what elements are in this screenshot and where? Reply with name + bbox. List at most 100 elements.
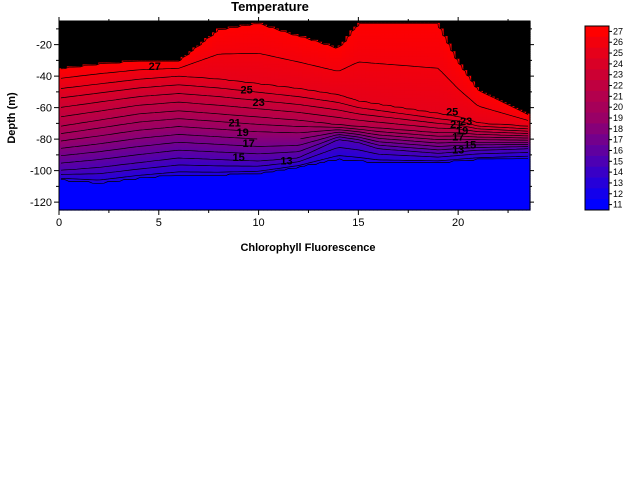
- field-cell: [161, 58, 166, 62]
- field-cell: [439, 72, 445, 75]
- field-cell: [149, 38, 154, 41]
- field-cell: [416, 64, 421, 67]
- field-cell: [478, 64, 484, 67]
- field-cell: [208, 66, 213, 69]
- field-cell: [337, 94, 343, 98]
- field-cell: [506, 55, 511, 58]
- field-cell: [110, 96, 115, 100]
- field-cell: [90, 49, 95, 52]
- field-cell: [298, 92, 303, 96]
- field-cell: [270, 94, 276, 98]
- field-cell: [416, 47, 421, 50]
- field-cell: [74, 75, 80, 79]
- field-cell: [227, 47, 233, 50]
- field-cell: [353, 43, 358, 47]
- field-cell: [90, 24, 95, 28]
- field-cell: [106, 60, 111, 64]
- field-cell: [90, 60, 95, 64]
- field-cell: [259, 51, 264, 54]
- field-cell: [274, 62, 280, 66]
- field-cell: [420, 81, 425, 84]
- field-cell: [78, 77, 84, 81]
- field-cell: [420, 68, 425, 71]
- field-cell: [478, 30, 484, 33]
- field-cell: [192, 89, 197, 92]
- field-cell: [310, 79, 315, 83]
- field-cell: [408, 45, 413, 49]
- field-cell: [290, 45, 296, 49]
- field-cell: [149, 47, 154, 50]
- field-cell: [290, 68, 296, 71]
- field-cell: [365, 77, 370, 81]
- field-cell: [161, 66, 166, 69]
- field-cell: [337, 55, 343, 58]
- field-cell: [62, 90, 68, 94]
- field-cell: [176, 36, 182, 39]
- field-cell: [302, 85, 307, 88]
- field-cell: [349, 72, 354, 75]
- field-cell: [482, 36, 488, 39]
- field-cell: [404, 81, 409, 84]
- field-cell: [231, 49, 237, 52]
- field-cell: [157, 83, 162, 86]
- field-cell: [216, 38, 221, 41]
- field-cell: [196, 92, 201, 96]
- field-cell: [133, 83, 139, 86]
- field-cell: [161, 73, 166, 77]
- field-cell: [318, 26, 323, 30]
- field-cell: [325, 83, 331, 86]
- field-cell: [314, 83, 319, 86]
- field-cell: [302, 62, 307, 66]
- field-cell: [157, 55, 162, 58]
- field-cell: [74, 51, 80, 54]
- field-cell: [302, 21, 307, 24]
- field-cell: [149, 64, 154, 67]
- field-cell: [314, 55, 319, 58]
- field-cell: [164, 55, 170, 58]
- field-cell: [125, 45, 131, 49]
- field-cell: [522, 28, 527, 32]
- field-cell: [463, 45, 468, 49]
- field-cell: [274, 72, 280, 75]
- field-cell: [196, 47, 201, 50]
- field-cell: [302, 81, 307, 84]
- field-cell: [78, 90, 84, 94]
- field-cell: [216, 79, 221, 83]
- field-cell: [310, 60, 315, 64]
- field-cell: [243, 89, 248, 92]
- field-cell: [478, 39, 484, 43]
- field-cell: [369, 73, 374, 77]
- field-cell: [216, 24, 221, 28]
- field-cell: [74, 38, 80, 41]
- field-cell: [506, 28, 511, 32]
- field-cell: [129, 28, 135, 32]
- field-cell: [145, 73, 150, 77]
- field-cell: [345, 43, 351, 47]
- field-cell: [102, 58, 107, 62]
- field-cell: [408, 96, 413, 100]
- field-cell: [459, 72, 464, 75]
- field-cell: [321, 81, 327, 84]
- field-cell: [435, 36, 441, 39]
- field-cell: [384, 72, 390, 75]
- field-cell: [463, 62, 468, 66]
- field-cell: [239, 28, 245, 32]
- field-cell: [526, 79, 531, 83]
- field-cell: [278, 43, 284, 47]
- field-cell: [526, 56, 531, 60]
- field-cell: [235, 60, 241, 64]
- field-cell: [471, 70, 476, 73]
- field-cell: [208, 68, 213, 71]
- field-cell: [357, 51, 362, 54]
- field-cell: [341, 34, 347, 37]
- field-cell: [243, 34, 248, 37]
- field-cell: [259, 21, 264, 24]
- field-cell: [267, 90, 272, 94]
- field-cell: [145, 72, 150, 75]
- field-cell: [219, 30, 225, 33]
- field-cell: [243, 72, 248, 75]
- field-cell: [74, 30, 80, 33]
- field-cell: [78, 55, 84, 58]
- field-cell: [443, 62, 449, 66]
- field-cell: [294, 32, 300, 35]
